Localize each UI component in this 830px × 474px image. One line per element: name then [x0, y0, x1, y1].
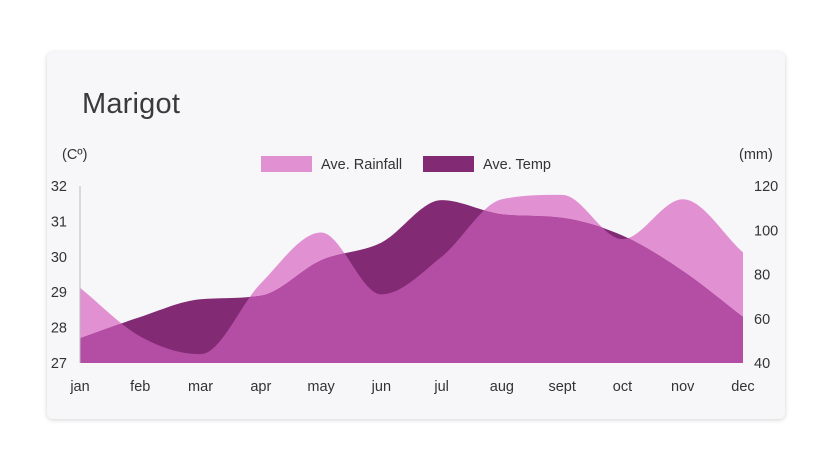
x-tick-label: nov: [671, 379, 695, 395]
x-tick-label: dec: [731, 379, 754, 395]
right-tick-label: 40: [754, 356, 770, 372]
right-axis-ticks: 40 60 80 100 120: [754, 179, 778, 372]
x-tick-label: may: [307, 379, 335, 395]
left-tick-label: 30: [51, 250, 67, 266]
plot-areas: [80, 194, 743, 363]
right-tick-label: 80: [754, 268, 770, 284]
x-tick-label: jan: [69, 379, 89, 395]
left-tick-label: 31: [51, 214, 67, 230]
right-tick-label: 100: [754, 223, 778, 239]
right-tick-label: 120: [754, 179, 778, 195]
legend-label-rainfall: Ave. Rainfall: [321, 157, 402, 173]
x-tick-label: jun: [371, 379, 391, 395]
x-tick-label: oct: [613, 379, 632, 395]
right-tick-label: 60: [754, 312, 770, 328]
legend: Ave. Rainfall Ave. Temp: [261, 156, 551, 173]
x-tick-label: mar: [188, 379, 213, 395]
x-axis-ticks: jan feb mar apr may jun jul aug sept oct nov dec: [69, 379, 754, 395]
x-tick-label: aug: [490, 379, 514, 395]
left-axis-ticks: 27 28 29 30 31 32: [51, 179, 67, 372]
legend-swatch-temp: [423, 156, 474, 172]
right-axis-unit-label: (mm): [739, 147, 773, 163]
x-tick-label: jul: [433, 379, 449, 395]
chart-title: Marigot: [82, 88, 181, 120]
x-tick-label: sept: [548, 379, 575, 395]
left-axis-unit-label: (Cº): [62, 147, 87, 163]
series-overlap-area: [80, 200, 743, 363]
x-tick-label: apr: [250, 379, 271, 395]
left-tick-label: 27: [51, 356, 67, 372]
left-tick-label: 29: [51, 285, 67, 301]
legend-label-temp: Ave. Temp: [483, 157, 551, 173]
left-tick-label: 32: [51, 179, 67, 195]
left-tick-label: 28: [51, 321, 67, 337]
legend-swatch-rainfall: [261, 156, 312, 172]
x-tick-label: feb: [130, 379, 150, 395]
